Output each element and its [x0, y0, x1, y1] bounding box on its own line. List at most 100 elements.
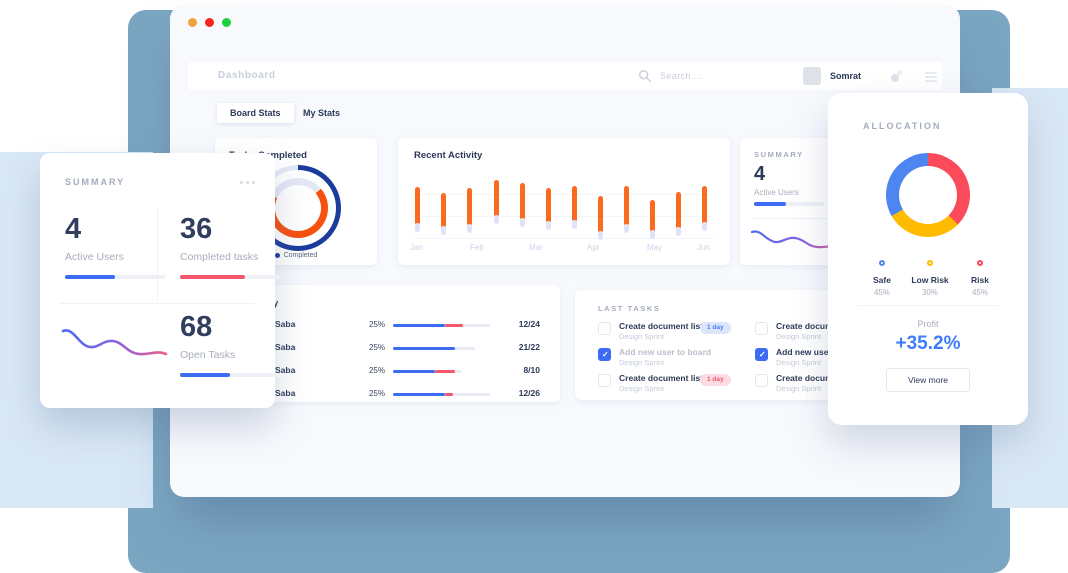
task-checkbox[interactable]	[598, 322, 611, 335]
activity-bar	[650, 200, 655, 239]
stat-progress	[65, 275, 165, 279]
card-header: SUMMARY	[65, 177, 126, 187]
table-row[interactable]: Saba 25% 8/10	[240, 361, 560, 381]
activity-bar	[441, 193, 446, 235]
task-title: Create document list	[619, 373, 704, 383]
x-tick-feb: Feb	[470, 243, 484, 252]
gridline	[413, 238, 715, 239]
user-icon[interactable]	[888, 68, 904, 84]
member-name: Saba	[275, 388, 296, 398]
x-tick-jun: Jun	[697, 243, 710, 252]
close-dot-icon[interactable]	[205, 18, 214, 27]
legend-label: Low Risk	[911, 275, 949, 285]
task-checkbox[interactable]	[598, 348, 611, 361]
minimize-dot-icon[interactable]	[188, 18, 197, 27]
profit-label: Profit	[917, 319, 939, 329]
legend-value: 45%	[873, 288, 890, 297]
legend-dot-icon	[274, 252, 280, 258]
task-item[interactable]: Add new user to board Design Sprint	[755, 347, 910, 368]
allocation-card: ALLOCATION Safe 45% Low Risk 30% Risk 45…	[828, 93, 1028, 425]
activity-bar	[624, 186, 629, 233]
x-tick-apr: Apr	[587, 243, 600, 252]
task-checkbox[interactable]	[755, 348, 768, 361]
task-item[interactable]: Create document list Design Sprint 1 day	[598, 321, 753, 342]
date-value: 21/22	[518, 342, 540, 352]
task-title: Add new user to board	[619, 347, 712, 357]
tasks-column-2: Create document list Design Sprint Add n…	[755, 321, 910, 399]
task-title: Create document list	[776, 373, 861, 383]
task-item[interactable]: Create document list Design Sprint	[755, 373, 910, 394]
donut-legend: Completed	[215, 252, 377, 259]
task-subtitle: Design Sprint	[619, 358, 665, 367]
page-title: Dashboard	[218, 70, 276, 81]
date-value: 8/10	[523, 365, 540, 375]
x-tick-jan: Jan	[410, 243, 423, 252]
table-row[interactable]: Saba 25% 12/24	[240, 315, 560, 335]
stat-value: 36	[180, 213, 213, 245]
stat-label: Open Tasks	[180, 349, 236, 361]
menu-icon[interactable]	[925, 72, 937, 84]
recent-activity-card: Recent Activity Jan Feb Mar Apr May Jun	[398, 138, 730, 265]
allocation-donut	[886, 153, 970, 237]
percent-value: 25%	[368, 320, 385, 329]
task-subtitle: Design Sprint	[619, 332, 665, 341]
gridline	[413, 194, 715, 195]
task-title: Create document list	[619, 321, 704, 331]
legend-safe: Safe 45%	[856, 253, 908, 297]
stat-progress	[180, 275, 280, 279]
activity-bar	[598, 196, 603, 240]
task-checkbox[interactable]	[598, 374, 611, 387]
activity-bar	[702, 186, 707, 231]
task-checkbox[interactable]	[755, 374, 768, 387]
member-name: Saba	[275, 342, 296, 352]
percent-value: 25%	[368, 389, 385, 398]
more-options-icon[interactable]	[240, 181, 255, 184]
view-more-button[interactable]: View more	[886, 368, 970, 392]
table-row[interactable]: Saba 25% 21/22	[240, 338, 560, 358]
task-subtitle: Design Sprint	[776, 332, 822, 341]
task-title: Add new user to board	[776, 347, 869, 357]
percent-value: 25%	[368, 366, 385, 375]
maximize-dot-icon[interactable]	[222, 18, 231, 27]
activity-bar	[520, 183, 525, 227]
task-title: Create document list	[776, 321, 861, 331]
x-tick-mar: Mar	[529, 243, 543, 252]
active-users-value: 4	[754, 163, 766, 185]
due-badge: 1 day	[700, 374, 731, 386]
member-name: Saba	[275, 365, 296, 375]
divider	[60, 303, 255, 304]
legend-value: 30%	[921, 288, 938, 297]
avatar[interactable]	[803, 67, 821, 85]
stat-label: Completed tasks	[180, 251, 259, 263]
search-input[interactable]: Search....	[660, 71, 703, 81]
task-checkbox[interactable]	[755, 322, 768, 335]
tab-my-stats[interactable]: My Stats	[303, 108, 341, 118]
card-header: LAST TASKS	[598, 304, 661, 313]
activity-bar	[415, 187, 420, 232]
tab-board-stats[interactable]: Board Stats	[217, 103, 294, 123]
activity-bar	[494, 180, 499, 224]
task-item[interactable]: Add new user to board Design Sprint	[598, 347, 753, 368]
divider	[858, 305, 998, 306]
legend-dot-icon	[927, 260, 933, 266]
activity-bars	[398, 138, 730, 265]
trend-sparkline	[750, 230, 848, 249]
task-item[interactable]: Create document list Design Sprint 1 day	[598, 373, 753, 394]
tasks-column-1: Create document list Design Sprint 1 day…	[598, 321, 753, 399]
stat-value: 68	[180, 311, 213, 343]
search-icon[interactable]	[638, 69, 652, 83]
x-tick-may: May	[647, 243, 663, 252]
date-value: 12/26	[518, 388, 540, 398]
activity-table-card: y Saba 25% 12/24 Saba 25% 21/22 Saba 25%	[240, 285, 560, 402]
table-row[interactable]: Saba 25% 12/26	[240, 384, 560, 404]
card-header: SUMMARY	[754, 150, 804, 159]
percent-value: 25%	[368, 343, 385, 352]
legend-label: Safe	[873, 275, 891, 285]
divider	[752, 218, 836, 219]
task-subtitle: Design Sprint	[776, 358, 822, 367]
user-name[interactable]: Somrat	[830, 71, 862, 81]
task-item[interactable]: Create document list Design Sprint	[755, 321, 910, 342]
member-name: Saba	[275, 319, 296, 329]
activity-bar	[467, 188, 472, 233]
active-users-progress	[754, 202, 824, 206]
